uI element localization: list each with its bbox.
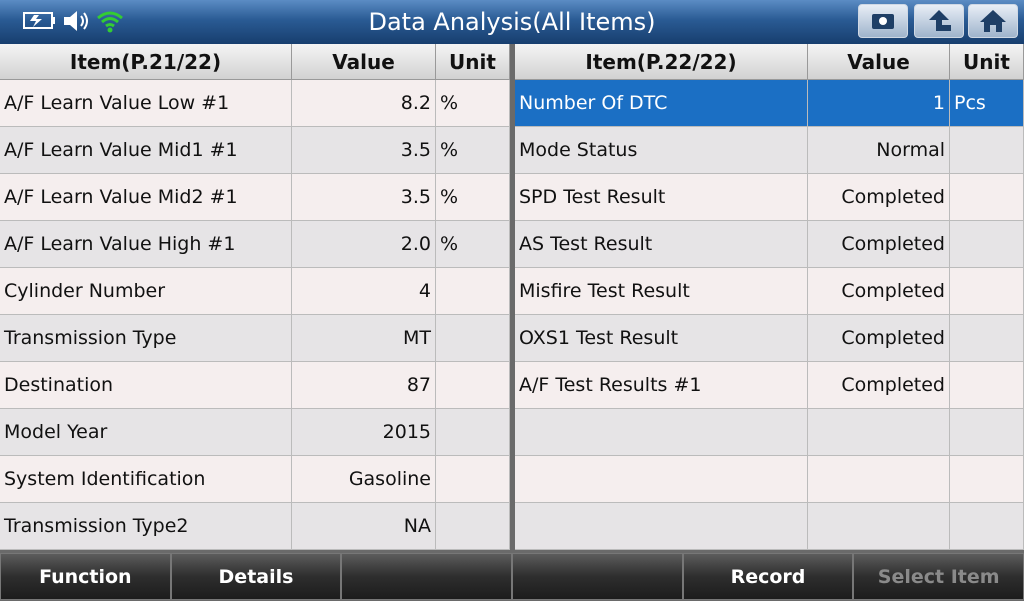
table-cell[interactable]: Mode Status xyxy=(515,127,808,174)
table-cell[interactable]: System Identification xyxy=(0,456,292,503)
empty-button xyxy=(512,553,683,600)
empty-cell xyxy=(515,409,808,456)
table-cell xyxy=(950,174,1024,221)
table-cell: 2.0 xyxy=(292,221,436,268)
table-cell xyxy=(950,315,1024,362)
table-cell: % xyxy=(436,174,510,221)
footer-button: Select Item xyxy=(853,553,1024,600)
table-cell: 8.2 xyxy=(292,80,436,127)
table-cell xyxy=(436,456,510,503)
empty-cell xyxy=(515,503,808,550)
table-cell: Completed xyxy=(808,221,950,268)
table-cell: NA xyxy=(292,503,436,550)
table-cell: 4 xyxy=(292,268,436,315)
table-cell: % xyxy=(436,127,510,174)
table-cell xyxy=(950,362,1024,409)
table-cell: % xyxy=(436,221,510,268)
empty-cell xyxy=(808,503,950,550)
table-cell[interactable]: AS Test Result xyxy=(515,221,808,268)
table-cell: 3.5 xyxy=(292,127,436,174)
status-icons xyxy=(23,11,123,33)
column-header: Value xyxy=(292,44,436,80)
table-cell: MT xyxy=(292,315,436,362)
title: Data Analysis(All Items) xyxy=(368,8,656,36)
table-cell: 1 xyxy=(808,80,950,127)
screenshot-button[interactable] xyxy=(858,4,908,38)
table-cell xyxy=(950,221,1024,268)
table-cell xyxy=(436,409,510,456)
table-cell[interactable]: A/F Learn Value High #1 xyxy=(0,221,292,268)
table-cell: Completed xyxy=(808,174,950,221)
top-bar: Data Analysis(All Items) xyxy=(0,0,1024,44)
footer-button[interactable]: Details xyxy=(170,553,342,600)
table-cell: % xyxy=(436,80,510,127)
table-cell: Normal xyxy=(808,127,950,174)
empty-cell xyxy=(515,456,808,503)
table-cell: Gasoline xyxy=(292,456,436,503)
table-cell xyxy=(436,503,510,550)
empty-cell xyxy=(808,456,950,503)
table-cell xyxy=(436,315,510,362)
empty-cell xyxy=(808,409,950,456)
table-cell[interactable]: SPD Test Result xyxy=(515,174,808,221)
home-button[interactable] xyxy=(968,4,1018,38)
column-header: Item(P.21/22) xyxy=(0,44,292,80)
table-cell xyxy=(950,127,1024,174)
footer-button[interactable]: Record xyxy=(682,553,854,600)
column-header: Unit xyxy=(436,44,510,80)
column-header: Value xyxy=(808,44,950,80)
footer-button[interactable]: Function xyxy=(0,553,171,600)
table-cell: Completed xyxy=(808,315,950,362)
table-cell xyxy=(950,268,1024,315)
table-cell[interactable]: Misfire Test Result xyxy=(515,268,808,315)
table-cell[interactable]: Cylinder Number xyxy=(0,268,292,315)
back-button[interactable] xyxy=(914,4,964,38)
table-cell[interactable]: Transmission Type xyxy=(0,315,292,362)
table-cell: 2015 xyxy=(292,409,436,456)
table-cell[interactable]: A/F Learn Value Low #1 xyxy=(0,80,292,127)
table-cell[interactable]: Model Year xyxy=(0,409,292,456)
table-cell: 87 xyxy=(292,362,436,409)
table-cell: Pcs xyxy=(950,80,1024,127)
table-cell[interactable]: OXS1 Test Result xyxy=(515,315,808,362)
table-cell[interactable]: Destination xyxy=(0,362,292,409)
table-cell: Completed xyxy=(808,362,950,409)
table-cell[interactable]: A/F Learn Value Mid2 #1 xyxy=(0,174,292,221)
table-cell: Completed xyxy=(808,268,950,315)
table-cell xyxy=(436,268,510,315)
table-cell[interactable]: A/F Learn Value Mid1 #1 xyxy=(0,127,292,174)
column-header: Unit xyxy=(950,44,1024,80)
table-cell: 3.5 xyxy=(292,174,436,221)
divider xyxy=(510,44,515,550)
column-header: Item(P.22/22) xyxy=(515,44,808,80)
table-cell[interactable]: Transmission Type2 xyxy=(0,503,292,550)
table-cell xyxy=(436,362,510,409)
table-cell[interactable]: Number Of DTC xyxy=(515,80,808,127)
table-cell[interactable]: A/F Test Results #1 xyxy=(515,362,808,409)
empty-button xyxy=(341,553,512,600)
empty-cell xyxy=(950,503,1024,550)
empty-cell xyxy=(950,409,1024,456)
empty-cell xyxy=(950,456,1024,503)
